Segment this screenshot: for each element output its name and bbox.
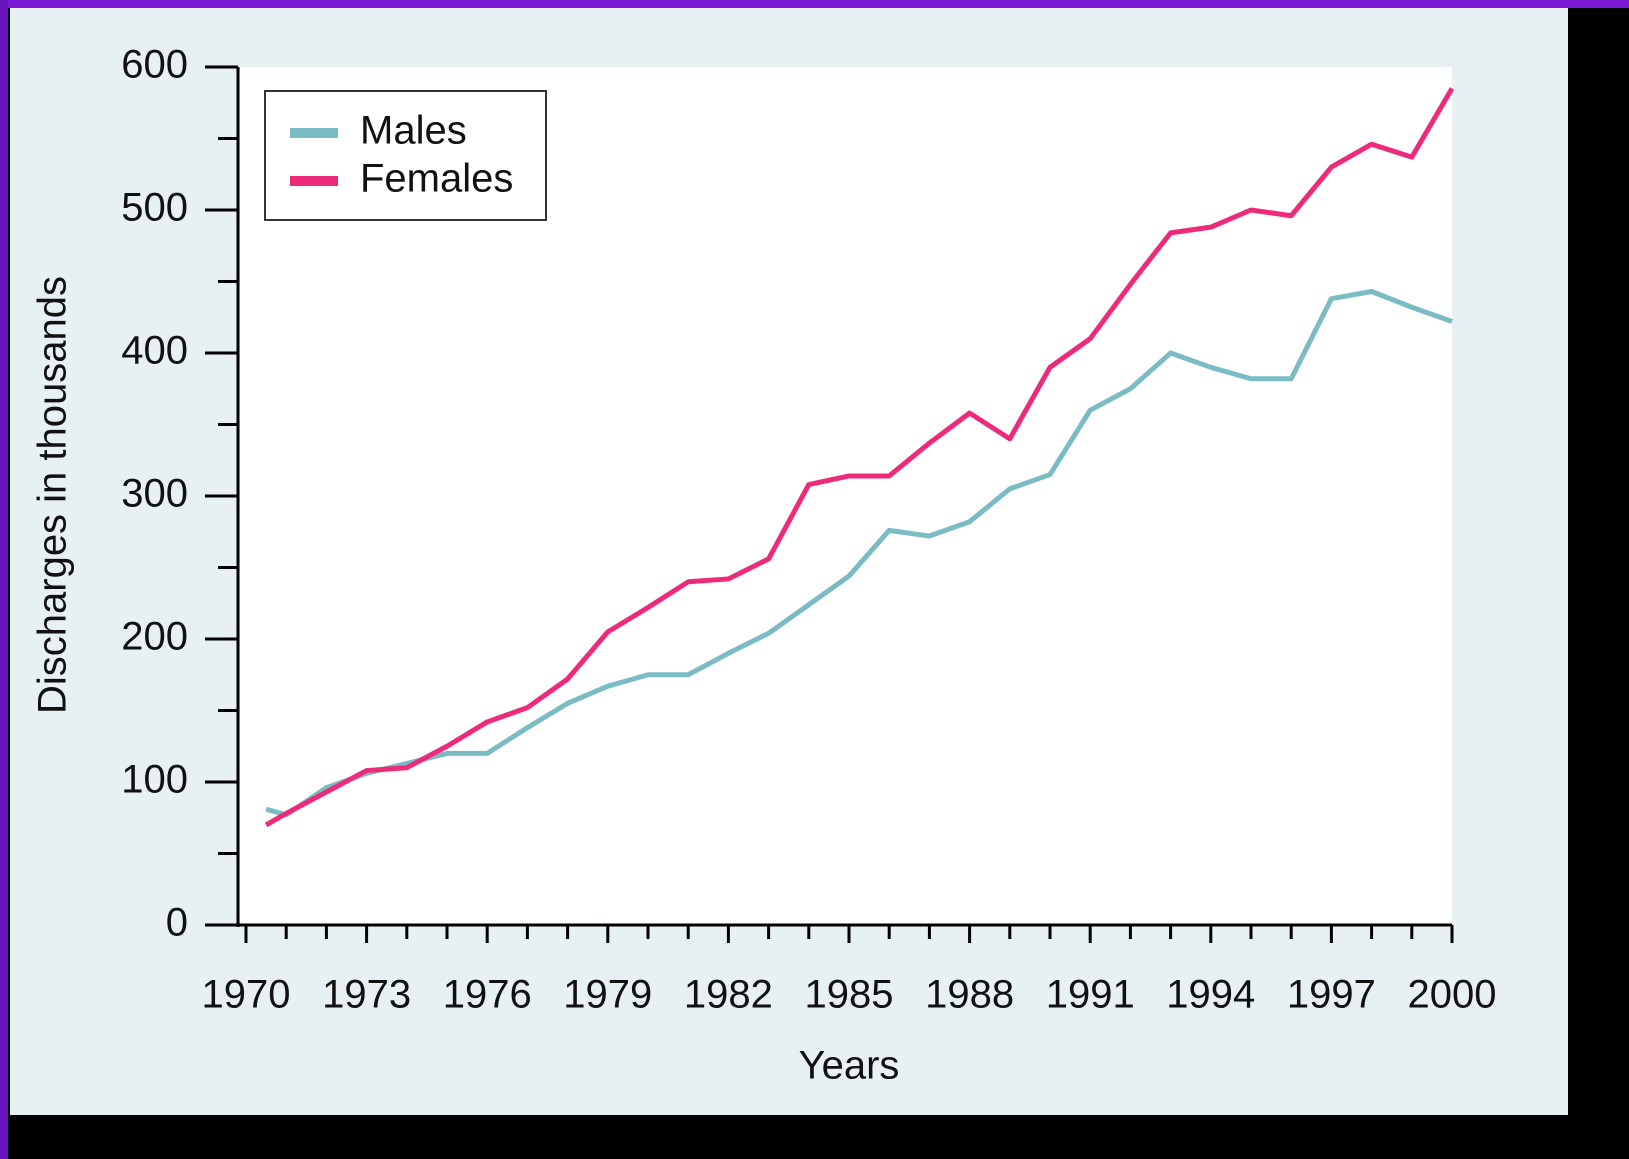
x-tick-label: 1973 <box>322 973 411 1017</box>
y-tick-label: 100 <box>121 758 188 802</box>
frame-top <box>0 0 1629 8</box>
legend-swatch <box>290 128 338 138</box>
x-tick-label: 1994 <box>1166 973 1255 1017</box>
frame-left <box>0 0 8 1159</box>
series-line <box>264 87 1455 828</box>
legend-swatch <box>290 176 338 186</box>
x-tick-label: 1970 <box>202 973 291 1017</box>
legend-label: Females <box>360 157 513 201</box>
x-tick-label: 1985 <box>805 973 894 1017</box>
x-tick-label: 1991 <box>1046 973 1135 1017</box>
y-tick-label: 200 <box>121 615 188 659</box>
y-tick-label: 500 <box>121 186 188 230</box>
x-tick-label: 1979 <box>563 973 652 1017</box>
y-tick-label: 0 <box>166 901 188 945</box>
y-tick-label: 300 <box>121 472 188 516</box>
x-tick-label: 1997 <box>1287 973 1376 1017</box>
x-axis-label: Years <box>799 1044 900 1088</box>
y-axis-label: Discharges in thousands <box>31 276 75 714</box>
x-tick-label: 1976 <box>443 973 532 1017</box>
x-tick-label: 2000 <box>1408 973 1497 1017</box>
y-tick-label: 400 <box>121 329 188 373</box>
legend-box <box>264 90 547 221</box>
x-tick-label: 1982 <box>684 973 773 1017</box>
x-tick-label: 1988 <box>925 973 1014 1017</box>
legend-label: Males <box>360 109 467 153</box>
y-tick-label: 600 <box>121 43 188 87</box>
series-line <box>265 289 1453 818</box>
